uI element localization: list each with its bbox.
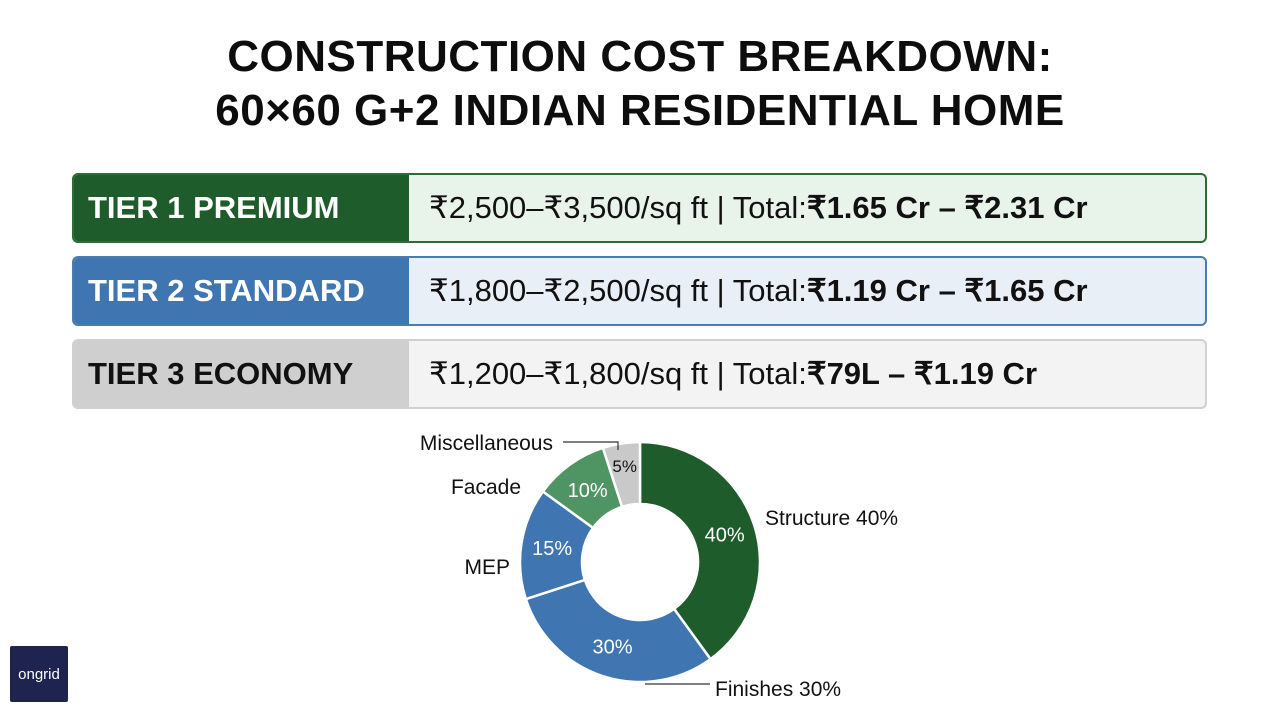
tier-3-row: TIER 3 ECONOMY ₹1,200–₹1,800/sq ft | Tot…: [72, 339, 1207, 409]
donut-slice-label-4: Miscellaneous: [420, 432, 553, 455]
ongrid-logo: ongrid: [10, 646, 68, 702]
donut-slice-value-3: 10%: [568, 480, 608, 502]
donut-slice-label-2: MEP: [464, 556, 510, 579]
donut-slice-label-0: Structure 40%: [765, 507, 898, 530]
leader-line-4: [563, 441, 619, 450]
tier-3-info: ₹1,200–₹1,800/sq ft | Total: ₹79L – ₹1.1…: [409, 341, 1205, 407]
page-title: CONSTRUCTION COST BREAKDOWN: 60×60 G+2 I…: [0, 30, 1280, 138]
tier-1-info: ₹2,500–₹3,500/sq ft | Total: ₹1.65 Cr – …: [409, 175, 1205, 241]
tier-3-rate: ₹1,200–₹1,800/sq ft | Total:: [429, 356, 807, 391]
tier-1-label: TIER 1 PREMIUM: [74, 175, 409, 241]
donut-slice-1: [524, 578, 713, 684]
tier-2-label: TIER 2 STANDARD: [74, 258, 409, 324]
tier-2-info: ₹1,800–₹2,500/sq ft | Total: ₹1.19 Cr – …: [409, 258, 1205, 324]
logo-text: ongrid: [18, 665, 60, 683]
donut-slice-4: [601, 440, 642, 509]
tier-1-total: ₹1.65 Cr – ₹2.31 Cr: [806, 190, 1088, 225]
tier-3-total: ₹79L – ₹1.19 Cr: [806, 356, 1038, 391]
tier-2-row: TIER 2 STANDARD ₹1,800–₹2,500/sq ft | To…: [72, 256, 1207, 326]
donut-slice-label-3: Facade: [451, 476, 521, 499]
tier-1-rate: ₹2,500–₹3,500/sq ft | Total:: [429, 190, 807, 225]
donut-slice-label-1: Finishes 30%: [715, 678, 841, 701]
donut-slice-value-1: 30%: [592, 637, 632, 659]
donut-slice-0: [638, 440, 762, 661]
tier-2-rate: ₹1,800–₹2,500/sq ft | Total:: [429, 273, 807, 308]
donut-slice-value-2: 15%: [532, 538, 572, 560]
title-line-2: 60×60 G+2 INDIAN RESIDENTIAL HOME: [215, 86, 1065, 135]
tier-3-label: TIER 3 ECONOMY: [74, 341, 409, 407]
donut-slice-value-4: 5%: [612, 457, 637, 476]
tier-2-total: ₹1.19 Cr – ₹1.65 Cr: [806, 273, 1088, 308]
title-line-1: CONSTRUCTION COST BREAKDOWN:: [227, 32, 1053, 81]
donut-slice-value-0: 40%: [705, 524, 745, 546]
tier-1-row: TIER 1 PREMIUM ₹2,500–₹3,500/sq ft | Tot…: [72, 173, 1207, 243]
